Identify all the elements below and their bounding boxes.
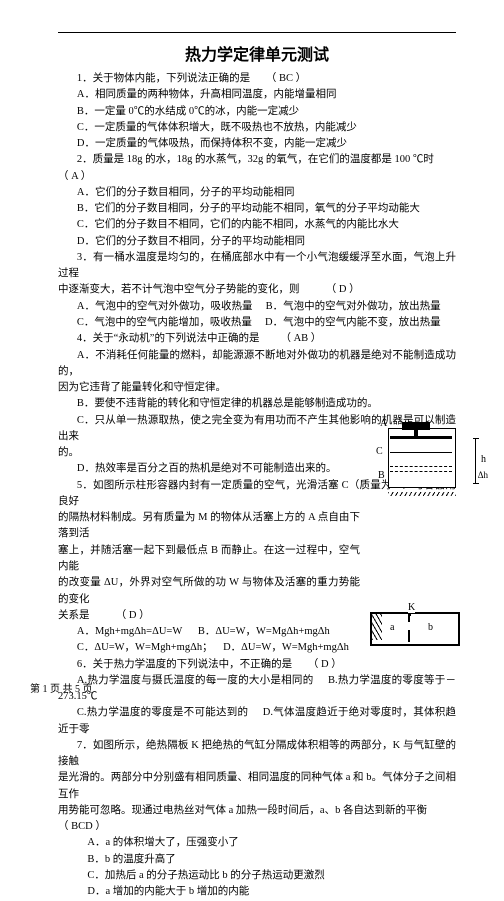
- label-B: B: [378, 470, 385, 481]
- q2-A: A．它们的分子数目相同，分子的平均动能相同: [58, 185, 456, 201]
- figure-chambers: K a b: [370, 606, 460, 650]
- h-bracket: [475, 438, 476, 484]
- ground-hatch: [388, 492, 456, 496]
- q7-B: B．b 的温度升高了: [58, 852, 456, 868]
- q7-stem-b: 是光滑的。两部分中分别盛有相同质量、相同温度的同种气体 a 和 b。气体分子之间…: [58, 770, 456, 803]
- q4-A-b: 因为它违背了能量转化和守恒定律。: [58, 380, 456, 396]
- q3-row1: A．气泡中的空气对外做功，吸收热量 B．气泡中的空气对外做功，放出热量: [58, 299, 456, 315]
- q3-C: C．气泡中的空气内能增加，吸收热量: [77, 317, 252, 328]
- q6-row2: C.热力学温度的零度是不可能达到的 D.气体温度趋近于绝对零度时，其体积趋近于零: [58, 705, 456, 738]
- q2-stem-b: （ A ）: [58, 169, 456, 185]
- piston-b2: [390, 471, 452, 472]
- q5-stem-e-text: 关系是: [58, 610, 90, 621]
- line-c: [390, 452, 452, 453]
- q5-C: C．ΔU=W，W=Mgh+mgΔh；: [77, 642, 213, 653]
- partition-gap: [406, 622, 412, 630]
- q1-D: D．一定质量的气体吸热，而保持体积不变，内能一定减少: [58, 136, 456, 152]
- q5-ans: （ D ）: [116, 610, 150, 621]
- q6-A: A.热力学温度与摄氏温度的每一度的大小是相同的: [77, 675, 314, 686]
- piston-b1: [390, 466, 452, 467]
- q3-stem-b: 中逐渐变大，若不计气泡中空气分子势能的变化，则 （ D ）: [58, 282, 456, 298]
- q4-B: B．要使不违背能的转化和守恒定律的机器总是能够制造成功的。: [58, 396, 456, 412]
- q7-A: A．a 的体积增大了，压强变小了: [58, 835, 456, 851]
- q1-A: A．相同质量的两种物体，升高相同温度，内能增量相同: [58, 87, 456, 103]
- q7-stem-a: 7．如图所示，绝热隔板 K 把绝热的气缸分隔成体积相等的两部分，K 与气缸壁的接…: [58, 738, 456, 771]
- q7-D: D．a 增加的内能大于 b 增加的内能: [58, 884, 456, 900]
- q2-stem-a: 2．质量是 18g 的水，18g 的水蒸气，32g 的氧气，在它们的温度都是 1…: [58, 152, 456, 168]
- q1-text: 1．关于物体内能，下列说法正确的是: [77, 73, 250, 84]
- rule-top: [58, 32, 456, 33]
- q3-stem-a: 3．有一桶水温度是均匀的，在桶底部水中有一个小气泡缓缓浮至水面，气泡上升过程: [58, 250, 456, 283]
- q4-text: 4．关于“永动机”的下列说法中正确的是: [77, 333, 260, 344]
- chamber-box: [370, 612, 460, 646]
- q5-A: A．Mgh+mgΔh=ΔU=W: [77, 626, 182, 637]
- label-h: h: [481, 454, 486, 465]
- figure-cylinder: A C B h Δh: [380, 422, 466, 492]
- q2-B: B．它们的分子数目相同，分子的平均动能不相同，氧气的分子平均动能大: [58, 201, 456, 217]
- label-A: A: [380, 418, 387, 429]
- q3-stem-b-text: 中逐渐变大，若不计气泡中空气分子势能的变化，则: [58, 284, 300, 295]
- q3-D: D．气泡中的空气内能不变，放出热量: [265, 317, 441, 328]
- q2-D: D．它们的分子数目不相同，分子的平均动能相同: [58, 234, 456, 250]
- q1-B: B．一定量 0℃的水结成 0℃的冰，内能一定减少: [58, 104, 456, 120]
- q6-row1: A.热力学温度与摄氏温度的每一度的大小是相同的 B.热力学温度的零度等于－273…: [58, 673, 456, 706]
- q3-ans: （ D ）: [326, 284, 360, 295]
- q2-C: C．它们的分子数目不相同，它们的内能不相同，水蒸气的内能比水大: [58, 217, 456, 233]
- q6-text: 6．关于热力学温度的下列说法中，不正确的是: [77, 659, 292, 670]
- q5-B: B．ΔU=W，W=MgΔh+mgΔh: [198, 626, 330, 637]
- q6-ans: （ D ）: [308, 659, 342, 670]
- q6-stem: 6．关于热力学温度的下列说法中，不正确的是 （ D ）: [58, 657, 456, 673]
- rod: [414, 428, 418, 436]
- q5-stem-c: 塞上，并随活塞一起下到最低点 B 而静止。在这一过程中，空气内能: [58, 543, 456, 576]
- q1-ans: （ BC ）: [266, 73, 306, 84]
- label-dh: Δh: [478, 470, 488, 480]
- q5-stem-d: 的改变量 ΔU，外界对空气所做的功 W 与物体及活塞的重力势能的变化: [58, 575, 456, 608]
- heater-hatch: [372, 614, 382, 640]
- q5-D: D．ΔU=W，W=Mgh+mgΔh: [223, 642, 349, 653]
- q1-stem: 1．关于物体内能，下列说法正确的是 （ BC ）: [58, 71, 456, 87]
- page: 热力学定律单元测试 1．关于物体内能，下列说法正确的是 （ BC ） A．相同质…: [0, 0, 504, 713]
- label-b: b: [428, 622, 433, 633]
- q4-stem: 4．关于“永动机”的下列说法中正确的是 （ AB ）: [58, 331, 456, 347]
- label-C: C: [376, 446, 383, 457]
- q7-ans: （ BCD ）: [58, 819, 456, 835]
- page-footer: 第 1 页 共 5 页: [30, 680, 93, 695]
- q3-row2: C．气泡中的空气内能增加，吸收热量 D．气泡中的空气内能不变，放出热量: [58, 315, 456, 331]
- q4-ans: （ AB ）: [280, 333, 321, 344]
- q4-A-a: A．不消耗任何能量的燃料，却能源源不断地对外做功的机器是绝对不能制造成功的，: [58, 348, 456, 381]
- q3-A: A．气泡中的空气对外做功，吸收热量: [77, 301, 253, 312]
- piston-a: [390, 436, 452, 439]
- q1-C: C．一定质量的气体体积增大，既不吸热也不放热，内能减少: [58, 120, 456, 136]
- label-K: K: [408, 602, 415, 613]
- q7-C: C．加热后 a 的分子热运动比 b 的分子热运动更激烈: [58, 868, 456, 884]
- q3-B: B．气泡中的空气对外做功，放出热量: [266, 301, 441, 312]
- label-a: a: [390, 622, 394, 633]
- q5-stem-b: 的隔热材料制成。另有质量为 M 的物体从活塞上方的 A 点自由下落到活: [58, 510, 456, 543]
- doc-title: 热力学定律单元测试: [58, 41, 456, 65]
- q7-stem-c: 用势能可忽略。现通过电热丝对气体 a 加热一段时间后，a、b 各自达到新的平衡: [58, 803, 456, 819]
